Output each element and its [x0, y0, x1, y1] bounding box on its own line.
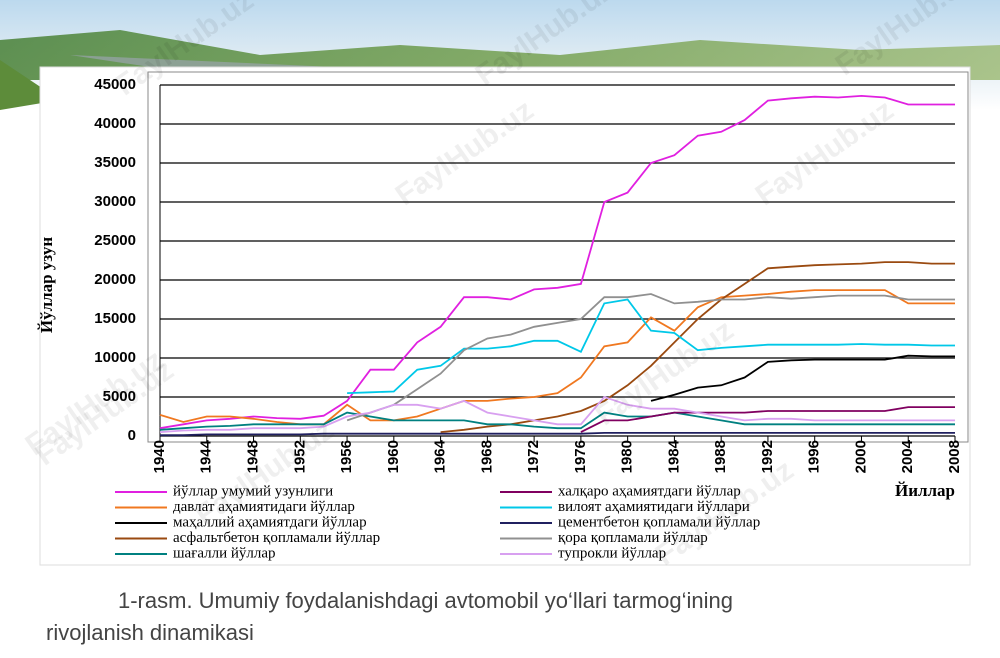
legend-label: маҳаллий аҳамиятдаги йўллар: [173, 514, 367, 530]
legend-label: шағалли йўллар: [173, 545, 276, 561]
x-tick-label: 1944: [198, 439, 215, 473]
series-line: [346, 293, 955, 422]
legend-label: вилоят аҳамиятидаги йўллари: [558, 499, 750, 515]
y-tick-label: 0: [128, 427, 136, 444]
x-tick-label: 2000: [852, 440, 869, 473]
y-tick-label: 20000: [94, 271, 136, 288]
legend-label: қора қопламали йўллар: [558, 530, 708, 546]
y-axis-label: Йўллар узун: [37, 237, 56, 333]
y-tick-label: 40000: [94, 115, 136, 132]
x-tick-label: 1976: [572, 440, 589, 473]
chart-frame: [39, 66, 971, 566]
x-tick-label: 2004: [899, 439, 916, 473]
series-line: [347, 298, 955, 394]
series-line: [159, 395, 955, 433]
legend-label: цементбетон қопламали йўллар: [558, 514, 760, 530]
legend-label: халқаро аҳамиятдаги йўллар: [558, 483, 741, 499]
banner-road: [70, 55, 400, 70]
plot-frame: [147, 71, 969, 443]
x-tick-label: 1972: [525, 440, 542, 473]
x-tick-label: 1952: [291, 440, 308, 473]
x-tick-label: 1964: [432, 439, 449, 473]
legend-label: давлат аҳамиятидаги йўллар: [173, 499, 355, 515]
x-tick-label: 1992: [759, 440, 776, 473]
y-tick-label: 15000: [94, 310, 136, 327]
series-line: [159, 411, 955, 431]
x-tick-label: 1968: [478, 440, 495, 473]
y-tick-label: 5000: [103, 388, 136, 405]
legend-label: тупрокли йўллар: [558, 545, 666, 561]
y-tick-label: 30000: [94, 193, 136, 210]
plot: 0 5000 10000 15000 20000 25000 30000 35000 40000…: [94, 76, 963, 561]
x-tick-label: 1980: [619, 440, 636, 473]
y-tick-label: 10000: [94, 349, 136, 366]
x-tick-label: 1948: [244, 440, 261, 473]
x-tick-label: 1996: [806, 440, 823, 473]
series-line: [160, 432, 955, 437]
y-tick-label: 25000: [94, 232, 136, 249]
x-tick-label: 1988: [712, 440, 729, 473]
series-line: [650, 354, 955, 402]
series-line: [159, 94, 955, 430]
x-tick-label: 1956: [338, 440, 355, 473]
x-tick-label: 2008: [946, 440, 963, 473]
legend-label: йўллар умумий узунлиги: [173, 483, 333, 499]
series-line: [440, 261, 955, 433]
caption-line: rivojlanish dinamikasi: [46, 620, 254, 645]
y-tick-label: 45000: [94, 76, 136, 93]
y-tick-label: 35000: [94, 154, 136, 171]
x-tick-label: 1940: [151, 440, 168, 473]
x-axis-label: Йиллар: [895, 481, 955, 500]
x-tick-label: 1984: [665, 439, 682, 473]
caption-line: 1-rasm. Umumiy foydalanishdagi avtomobil…: [118, 588, 733, 613]
legend-label: асфальтбетон қопламали йўллар: [173, 530, 380, 546]
series-line: [580, 406, 955, 433]
x-tick-label: 1960: [385, 440, 402, 473]
